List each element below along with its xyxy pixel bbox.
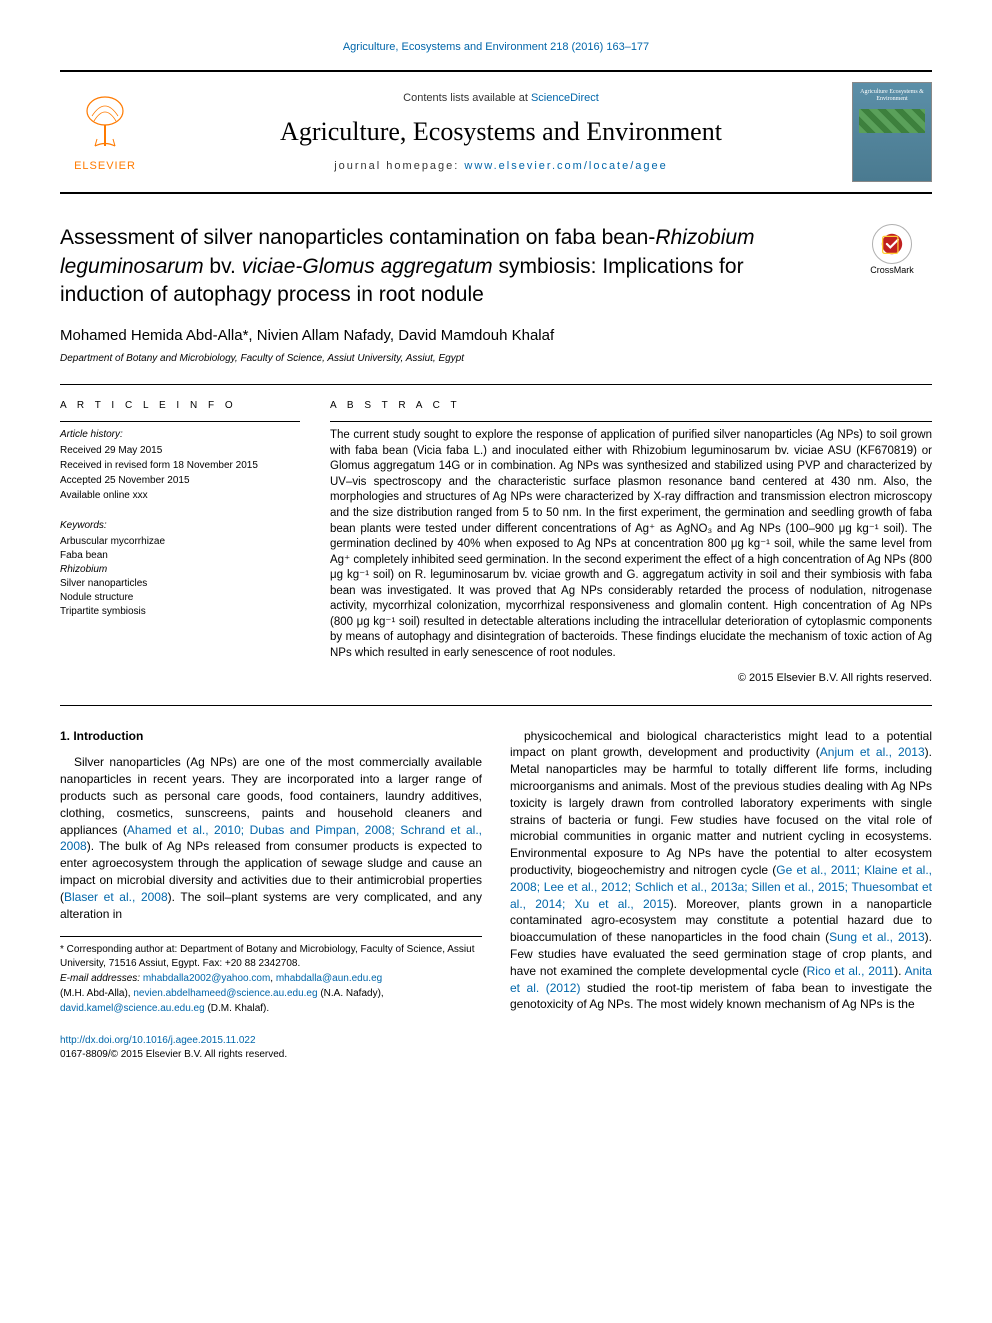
article-title: Assessment of silver nanoparticles conta… [60, 224, 820, 309]
keywords-label: Keywords: [60, 519, 300, 533]
homepage-prefix: journal homepage: [334, 160, 464, 172]
masthead: ELSEVIER Contents lists available at Sci… [60, 70, 932, 194]
contents-prefix: Contents lists available at [403, 92, 531, 104]
publisher-name: ELSEVIER [74, 159, 136, 174]
keyword: Faba bean [60, 549, 300, 563]
corresponding-footnote: * Corresponding author at: Department of… [60, 936, 482, 1016]
issn-copyright: 0167-8809/© 2015 Elsevier B.V. All right… [60, 1049, 287, 1060]
cover-pattern-icon [859, 109, 925, 133]
abstract-heading: A B S T R A C T [330, 399, 932, 413]
sciencedirect-link[interactable]: ScienceDirect [531, 92, 599, 104]
accepted-date: Accepted 25 November 2015 [60, 474, 300, 488]
online-date: Available online xxx [60, 489, 300, 503]
received-date: Received 29 May 2015 [60, 444, 300, 458]
body-text: 1. Introduction Silver nanoparticles (Ag… [60, 728, 932, 1017]
footer-block: http://dx.doi.org/10.1016/j.agee.2015.11… [60, 1034, 932, 1062]
email-link[interactable]: mhabdalla@aun.edu.eg [276, 973, 382, 984]
doi-link[interactable]: http://dx.doi.org/10.1016/j.agee.2015.11… [60, 1035, 256, 1046]
cover-title: Agriculture Ecosystems & Environment [859, 89, 925, 102]
crossmark-badge[interactable]: CrossMark [852, 224, 932, 309]
contents-line: Contents lists available at ScienceDirec… [150, 91, 852, 106]
article-info-heading: A R T I C L E I N F O [60, 399, 300, 413]
email-link[interactable]: mhabdalla2002@yahoo.com [143, 973, 270, 984]
author-short: (M.H. Abd-Alla), [60, 988, 131, 999]
keyword: Rhizobium [60, 563, 300, 577]
journal-homepage: journal homepage: www.elsevier.com/locat… [150, 159, 852, 174]
abstract-copyright: © 2015 Elsevier B.V. All rights reserved… [330, 671, 932, 686]
crossmark-icon [872, 224, 912, 264]
journal-cover-thumbnail: Agriculture Ecosystems & Environment [852, 82, 932, 182]
author-short: (N.A. Nafady), [320, 988, 383, 999]
divider [60, 384, 932, 385]
email-label: E-mail addresses: [60, 973, 140, 984]
corresponding-author: * Corresponding author at: Department of… [60, 943, 482, 971]
keyword: Tripartite symbiosis [60, 605, 300, 619]
revised-date: Received in revised form 18 November 201… [60, 459, 300, 473]
article-info-panel: A R T I C L E I N F O Article history: R… [60, 399, 300, 686]
keyword: Arbuscular mycorrhizae [60, 535, 300, 549]
divider [60, 705, 932, 706]
section-heading-intro: 1. Introduction [60, 728, 482, 745]
abstract-panel: A B S T R A C T The current study sought… [330, 399, 932, 686]
homepage-link[interactable]: www.elsevier.com/locate/agee [464, 160, 667, 172]
journal-citation: Agriculture, Ecosystems and Environment … [60, 40, 932, 55]
email-link[interactable]: david.kamel@science.au.edu.eg [60, 1003, 205, 1014]
elsevier-tree-icon [70, 91, 140, 161]
history-label: Article history: [60, 428, 300, 442]
publisher-block: ELSEVIER [60, 91, 150, 174]
keyword: Nodule structure [60, 591, 300, 605]
affiliation: Department of Botany and Microbiology, F… [60, 352, 932, 366]
crossmark-label: CrossMark [870, 264, 914, 277]
body-paragraph: physicochemical and biological character… [510, 728, 932, 1014]
journal-title: Agriculture, Ecosystems and Environment [150, 114, 852, 150]
author-short: (D.M. Khalaf). [207, 1003, 269, 1014]
keyword: Silver nanoparticles [60, 577, 300, 591]
body-paragraph: Silver nanoparticles (Ag NPs) are one of… [60, 754, 482, 922]
abstract-text: The current study sought to explore the … [330, 421, 932, 661]
author-list: Mohamed Hemida Abd-Alla*, Nivien Allam N… [60, 325, 932, 346]
email-link[interactable]: nevien.abdelhameed@science.au.edu.eg [133, 988, 317, 999]
